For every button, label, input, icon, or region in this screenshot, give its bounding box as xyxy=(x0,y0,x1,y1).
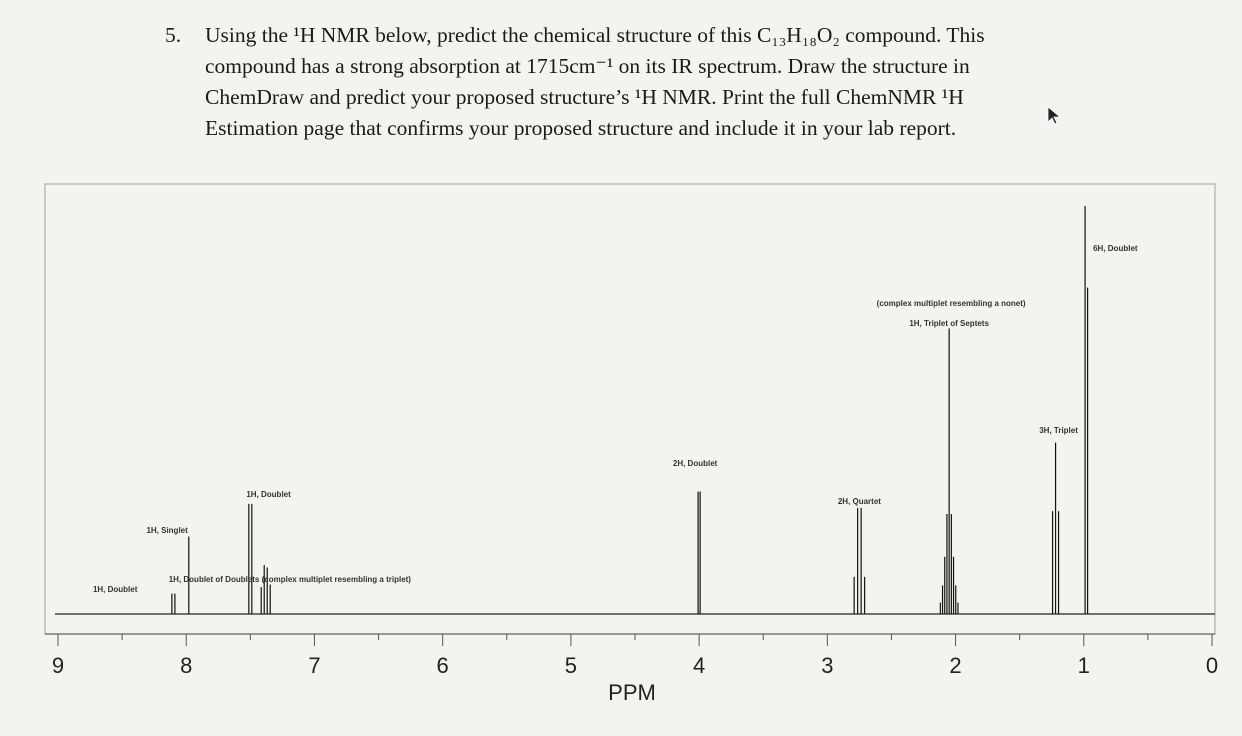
arrow-cursor-icon xyxy=(1047,106,1062,125)
x-tick-label-2: 2 xyxy=(949,653,961,678)
x-tick-label-6: 6 xyxy=(437,653,449,678)
x-axis-title: PPM xyxy=(608,680,656,705)
peak-label: 1H, Doublet xyxy=(246,490,291,499)
peak-labels: 1H, Doublet 1H, Singlet 1H, Doublet 1H, Dou… xyxy=(93,244,1138,594)
peak-label: 2H, Doublet xyxy=(673,459,718,468)
peaks-group xyxy=(171,206,1089,614)
chart-frame xyxy=(44,183,1216,635)
peak-label: 2H, Quartet xyxy=(838,497,881,506)
x-tick-label-3: 3 xyxy=(821,653,833,678)
x-tick-label-9: 9 xyxy=(52,653,64,678)
x-axis-ticks: 9 8 7 6 5 4 3 2 1 0 xyxy=(52,634,1218,678)
peak-note: (complex multiplet resembling a nonet) xyxy=(877,299,1026,308)
peak-label: 1H, Doublet of Doublets (complex multipl… xyxy=(169,575,412,584)
x-tick-label-5: 5 xyxy=(565,653,577,678)
x-tick-label-8: 8 xyxy=(180,653,192,678)
question-line-3: ChemDraw and predict your proposed struc… xyxy=(205,85,964,109)
question-line-1: Using the ¹H NMR below, predict the chem… xyxy=(205,23,985,47)
x-tick-label-1: 1 xyxy=(1078,653,1090,678)
peak-label: 1H, Doublet xyxy=(93,585,138,594)
peak-label: 1H, Triplet of Septets xyxy=(909,319,989,328)
peak-label: 1H, Singlet xyxy=(146,526,188,535)
x-tick-label-4: 4 xyxy=(693,653,705,678)
x-tick-label-7: 7 xyxy=(308,653,320,678)
peak-label: 6H, Doublet xyxy=(1093,244,1138,253)
question-number: 5. xyxy=(165,23,182,47)
peak-label: 3H, Triplet xyxy=(1039,426,1078,435)
x-tick-label-0: 0 xyxy=(1206,653,1218,678)
question-line-4: Estimation page that confirms your propo… xyxy=(205,116,957,140)
question-line-2: compound has a strong absorption at 1715… xyxy=(205,54,970,78)
